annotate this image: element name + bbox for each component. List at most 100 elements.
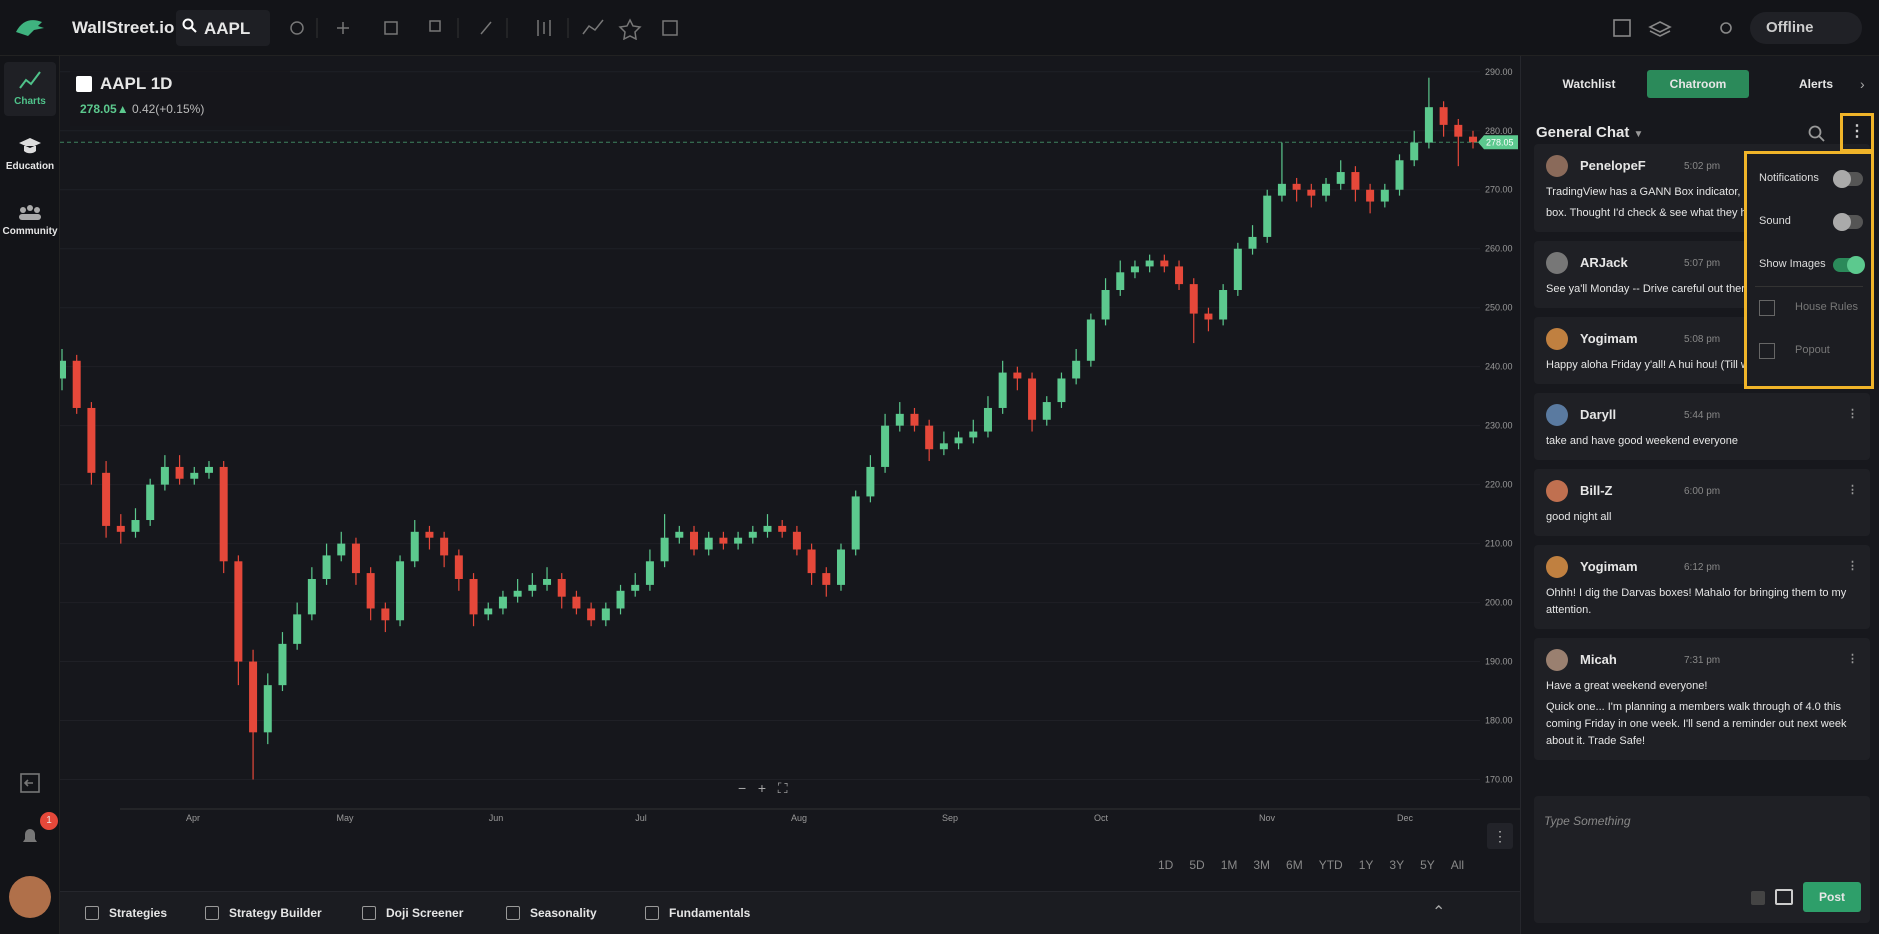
toggle[interactable] xyxy=(1833,213,1863,231)
collapse[interactable]: ⌃ xyxy=(1432,904,1446,921)
status[interactable]: Offline xyxy=(1750,12,1862,44)
collapse-arrow[interactable]: › xyxy=(1860,76,1865,92)
candle-body xyxy=(249,661,258,733)
bottom-tab[interactable]: Strategy Builder xyxy=(229,906,322,920)
menu-item[interactable]: Notifications xyxy=(1747,162,1871,196)
y-tick-label: 230.00 xyxy=(1485,421,1513,431)
candle-body xyxy=(190,472,199,479)
candle-body xyxy=(1160,260,1169,267)
menu-label: Sound xyxy=(1759,215,1791,227)
gif-button[interactable] xyxy=(1751,891,1765,905)
candle-body xyxy=(1072,360,1081,379)
message-text: Happy aloha Friday y'all! A hui hou! (Ti… xyxy=(1546,359,1749,371)
notification-badge: 1 xyxy=(40,812,58,830)
bottom-tab[interactable]: Fundamentals xyxy=(669,906,751,920)
timeframe[interactable]: 1Y xyxy=(1358,858,1374,872)
candle-body xyxy=(307,578,316,615)
side-panel: Watchlist Chatroom Alerts › General Chat ▼… xyxy=(1520,56,1879,934)
nav-item[interactable]: Community xyxy=(2,226,58,237)
timeframe[interactable]: 5D xyxy=(1189,858,1205,872)
timeframe[interactable]: 3Y xyxy=(1389,858,1405,872)
menu-item[interactable]: Show Images xyxy=(1747,248,1871,282)
candle-body xyxy=(1395,160,1404,190)
candle-body xyxy=(601,608,610,621)
message-text: box. Thought I'd check & see what they h xyxy=(1546,207,1747,219)
menu-button[interactable]: ⋮ xyxy=(1840,113,1874,152)
menu-item[interactable]: Popout xyxy=(1747,334,1871,368)
candle-body xyxy=(1439,107,1448,125)
toggle[interactable] xyxy=(1833,256,1865,274)
menu-icon xyxy=(1759,300,1775,316)
message-text: Have a great weekend everyone! xyxy=(1546,680,1708,692)
symbol-title: AAPL 1D xyxy=(100,74,172,94)
menu-item[interactable]: House Rules xyxy=(1747,291,1871,325)
bell-icon[interactable] xyxy=(18,824,42,848)
message: Daryll 5:44 pm ⋮ take and have good weekend… xyxy=(1534,393,1870,460)
candle-body xyxy=(1013,372,1022,379)
timeframe[interactable]: YTD xyxy=(1318,858,1343,872)
candle-body xyxy=(954,437,963,444)
post-button[interactable]: Post xyxy=(1803,882,1861,912)
candle-body xyxy=(675,531,684,538)
candle-body xyxy=(1233,248,1242,291)
charts-icon xyxy=(19,71,41,89)
menu-label: Popout xyxy=(1795,344,1830,356)
image-button[interactable] xyxy=(1775,889,1793,905)
timeframe[interactable]: 1M xyxy=(1220,858,1238,872)
chat-title[interactable]: General Chat ▼ xyxy=(1536,124,1644,141)
username: Yogimam xyxy=(1580,559,1638,574)
x-tick-label: Dec xyxy=(1397,813,1414,823)
candle-body xyxy=(572,596,581,609)
chat-input[interactable]: Type Something Post xyxy=(1534,796,1870,923)
timestamp: 7:31 pm xyxy=(1684,655,1721,666)
timeframe[interactable]: All xyxy=(1450,858,1465,872)
candle-body xyxy=(881,425,890,467)
candle-body xyxy=(278,643,287,686)
right-icons[interactable] xyxy=(1610,16,1750,40)
zoom-controls[interactable]: − + ⛶ xyxy=(738,780,788,796)
bottom-tab[interactable]: Strategies xyxy=(109,906,168,920)
chart-menu[interactable]: ⋮ xyxy=(1487,823,1513,849)
menu-item[interactable]: Sound xyxy=(1747,205,1871,239)
chat-search[interactable] xyxy=(1807,124,1827,144)
x-tick-label: Oct xyxy=(1094,813,1109,823)
message-menu[interactable]: ⋮ xyxy=(1847,484,1858,496)
logout-icon[interactable] xyxy=(19,772,41,794)
timeframe[interactable]: 5Y xyxy=(1420,858,1435,872)
y-tick-label: 220.00 xyxy=(1485,480,1513,490)
tab-icon xyxy=(506,906,520,920)
nav-item[interactable]: Charts xyxy=(14,96,46,107)
last-price: 278.05 xyxy=(80,102,117,116)
avatar xyxy=(1546,480,1568,502)
panel-tab[interactable]: Chatroom xyxy=(1647,70,1749,98)
candle-body xyxy=(660,537,669,562)
candle-body xyxy=(1101,290,1110,320)
toggle[interactable] xyxy=(1833,170,1863,188)
search-box[interactable]: AAPL xyxy=(176,10,270,46)
nav-item[interactable]: Education xyxy=(5,161,55,172)
bottom-tab[interactable]: Seasonality xyxy=(530,906,597,920)
chat-title-text: General Chat xyxy=(1536,124,1630,141)
timeframe[interactable]: 3M xyxy=(1253,858,1271,872)
panel-tab[interactable]: Alerts xyxy=(1798,77,1833,91)
interval: 1D xyxy=(150,74,173,93)
message-menu[interactable]: ⋮ xyxy=(1847,408,1858,420)
candle-body xyxy=(939,443,948,450)
timeframe[interactable]: 1D xyxy=(1158,858,1174,872)
bottom-tab[interactable]: Doji Screener xyxy=(386,906,464,920)
user-avatar[interactable] xyxy=(9,876,51,918)
candle-body xyxy=(866,466,875,497)
message-menu[interactable]: ⋮ xyxy=(1847,653,1858,665)
candle-body xyxy=(557,578,566,597)
y-tick-label: 170.00 xyxy=(1485,775,1513,785)
tab-icon xyxy=(205,906,219,920)
timeframes: 1D 5D 1M 3M 6M YTD 1Y 3Y 5Y All xyxy=(1150,858,1472,878)
candle-body xyxy=(1380,189,1389,202)
message-header: Micah 7:31 pm ⋮ xyxy=(1546,648,1858,674)
toolbar-icons[interactable] xyxy=(285,16,685,40)
message-menu[interactable]: ⋮ xyxy=(1847,560,1858,572)
timeframe[interactable]: 6M xyxy=(1286,858,1303,872)
candle-body xyxy=(293,614,302,644)
panel-tab[interactable]: Watchlist xyxy=(1562,77,1616,91)
chart-header: AAPL 1D 278.05▲ 0.42(+0.15%) xyxy=(70,70,290,126)
